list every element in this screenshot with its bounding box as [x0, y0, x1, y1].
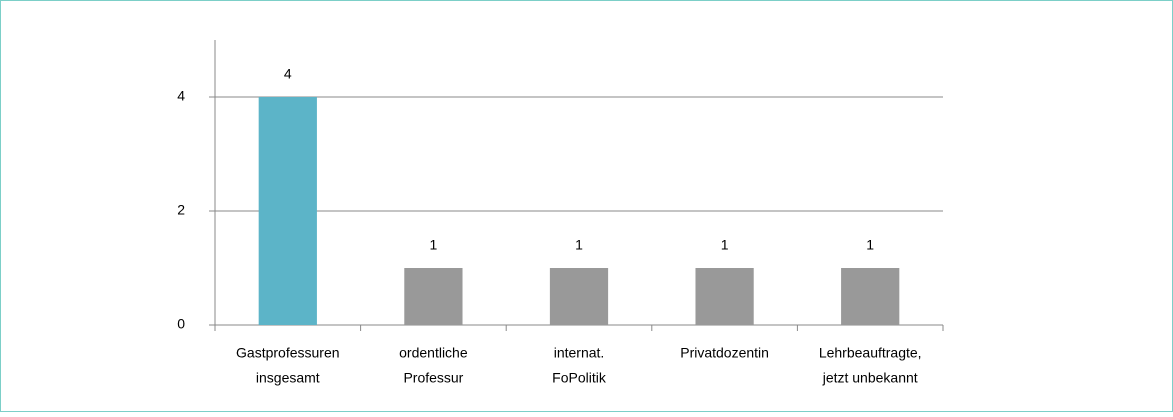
x-tick-label: jetzt unbekannt — [822, 370, 918, 386]
x-tick-label: ordentliche — [399, 345, 468, 361]
data-label: 4 — [284, 66, 292, 82]
y-tick-label: 0 — [177, 316, 185, 332]
bar — [841, 268, 900, 325]
x-tick-label: Lehrbeauftragte, — [819, 345, 922, 361]
data-label: 1 — [575, 237, 583, 253]
bar — [695, 268, 754, 325]
bar — [258, 97, 317, 325]
bar — [404, 268, 463, 325]
x-tick-label: Professur — [403, 370, 463, 386]
bar — [549, 268, 609, 325]
y-tick-label: 2 — [177, 202, 185, 218]
x-tick-label: FoPolitik — [552, 370, 607, 386]
y-tick-label: 4 — [177, 88, 185, 104]
data-label: 1 — [721, 237, 729, 253]
x-tick-label: Gastprofessuren — [236, 345, 340, 361]
x-tick-label: insgesamt — [256, 370, 320, 386]
data-label: 1 — [866, 237, 874, 253]
data-label: 1 — [430, 237, 438, 253]
x-tick-label: Privatdozentin — [680, 345, 769, 361]
x-tick-label: internat. — [554, 345, 605, 361]
